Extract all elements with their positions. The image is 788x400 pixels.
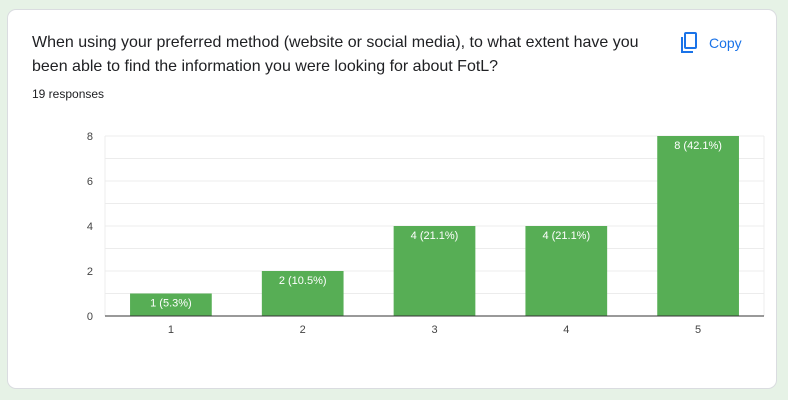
x-tick-label: 1: [168, 324, 174, 336]
question-title: When using your preferred method (websit…: [32, 34, 639, 75]
response-count: 19 responses: [32, 87, 105, 101]
bar: [525, 226, 608, 316]
x-tick-label: 5: [695, 324, 701, 336]
bar-chart: 0 2 4 6 8 1 (5.3%) 1 2 (10.5%) 2 4 (21.1%) 3 4 (21.…: [87, 131, 765, 336]
bar: [130, 293, 212, 316]
bar: [393, 226, 476, 316]
data-label: 1 (5.3%): [150, 298, 192, 310]
y-tick-label: 2: [87, 266, 93, 278]
bar: [261, 271, 344, 316]
y-tick-label: 0: [87, 311, 93, 323]
bar: [657, 136, 739, 316]
y-tick-label: 4: [87, 221, 93, 233]
x-tick-label: 3: [431, 324, 437, 336]
x-tick-label: 4: [563, 324, 569, 336]
data-label: 4 (21.1%): [542, 230, 590, 242]
copy-icon: [679, 32, 699, 54]
copy-label: Copy: [709, 35, 742, 51]
y-tick-label: 8: [87, 131, 93, 143]
x-tick-label: 2: [300, 324, 306, 336]
y-tick-label: 6: [87, 176, 93, 188]
copy-button[interactable]: Copy: [679, 29, 742, 57]
data-label: 8 (42.1%): [674, 140, 722, 152]
question-card: When using your preferred method (websit…: [8, 10, 776, 388]
data-label: 2 (10.5%): [279, 275, 327, 287]
data-label: 4 (21.1%): [411, 230, 459, 242]
